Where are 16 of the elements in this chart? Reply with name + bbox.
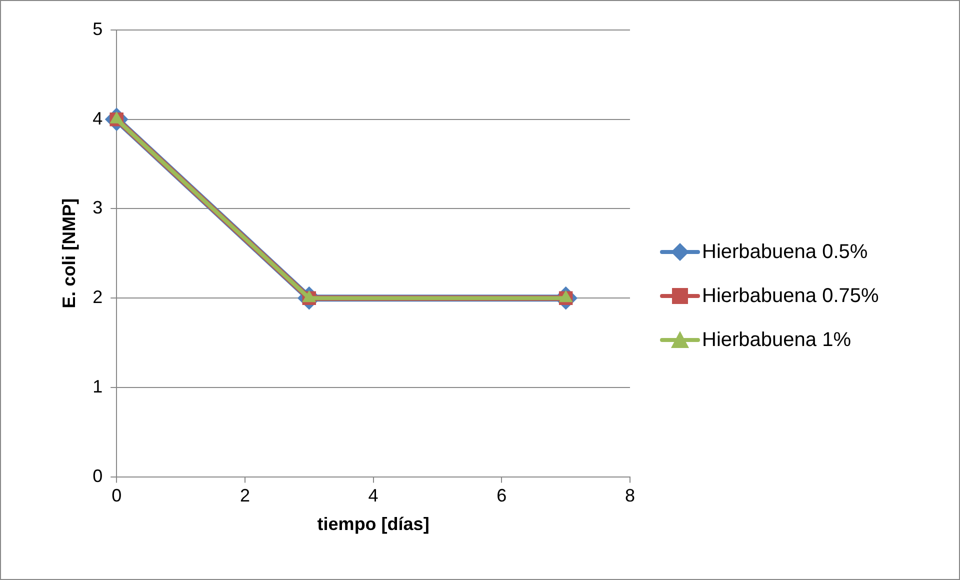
y-tick-label: 3: [92, 198, 103, 218]
legend-label: Hierbabuena 0.5%: [702, 240, 868, 264]
legend-label: Hierbabuena 1%: [702, 328, 851, 352]
x-tick-label: 2: [240, 486, 250, 506]
x-tick-label: 4: [368, 486, 378, 506]
x-tick-label: 0: [112, 486, 122, 506]
y-axis-title: E. coli [NMP]: [58, 198, 79, 308]
x-tick-label: 6: [496, 486, 507, 506]
y-tick-label: 4: [92, 108, 103, 128]
x-tick-label: 8: [624, 486, 636, 506]
y-tick-label: 5: [92, 18, 103, 39]
y-tick-label: 1: [92, 376, 103, 396]
legend-label: Hierbabuena 0.75%: [702, 284, 879, 308]
y-tick-label: 0: [92, 466, 103, 486]
y-tick-label: 2: [92, 287, 103, 308]
x-axis-title: tiempo [días]: [317, 514, 430, 534]
